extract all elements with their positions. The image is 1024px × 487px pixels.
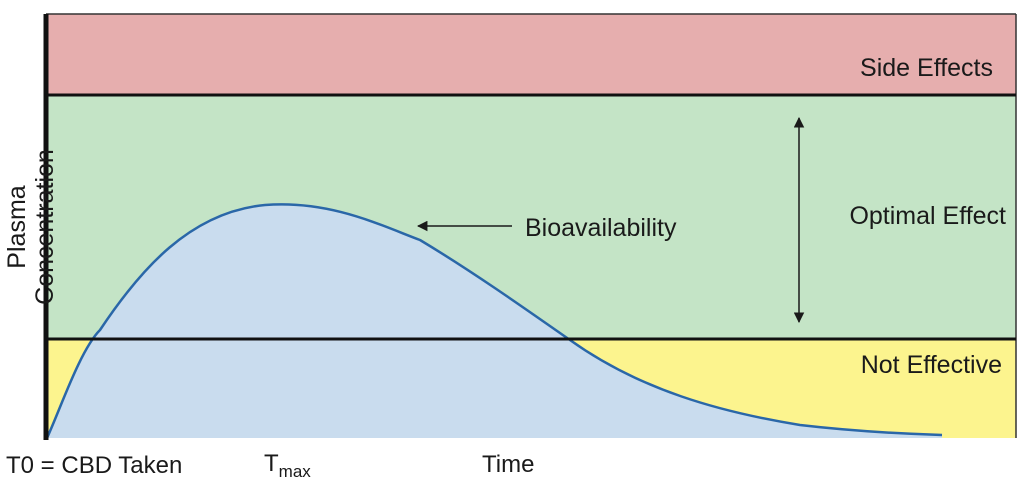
not-effective-label: Not Effective (861, 351, 1002, 379)
tmax-main: T (264, 450, 279, 477)
bioavailability-curve-area (47, 204, 942, 438)
tmax-subscript: max (278, 461, 311, 481)
bioavailability-curve (46, 203, 943, 438)
side-effects-zone (46, 14, 1016, 95)
optimal-effect-label: Optimal Effect (849, 202, 1006, 230)
side-effects-label: Side Effects (860, 54, 993, 82)
t0-label: T0 = CBD Taken (6, 452, 183, 479)
bioavailability-label: Bioavailability (525, 214, 677, 242)
y-axis-label: Plasma Concentration (3, 149, 59, 305)
x-axis-label: Time (482, 451, 535, 478)
tmax-label: Tmax (264, 450, 311, 481)
